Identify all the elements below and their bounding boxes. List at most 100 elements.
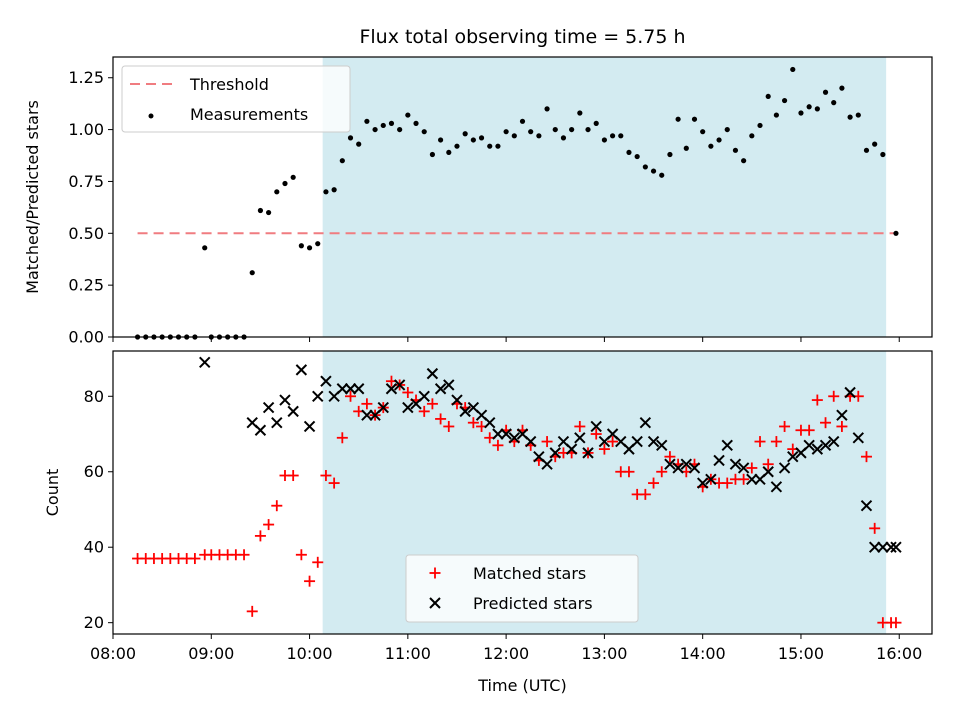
cross-b — [860, 499, 873, 512]
cross-b — [574, 432, 586, 444]
x-tick-label: 08:00 — [90, 644, 136, 663]
cross-b — [631, 435, 643, 448]
cross-b — [680, 458, 693, 470]
cross-b — [352, 383, 365, 395]
matched-star-point — [467, 417, 479, 429]
legend-plus — [429, 567, 441, 579]
cross-b — [500, 428, 512, 440]
matched-star-point — [345, 390, 357, 402]
y-tick-label: 0.25 — [68, 276, 104, 295]
bottom-legend: Matched stars Predicted stars — [405, 554, 639, 623]
measurement-point — [806, 104, 812, 110]
measurement-point — [356, 141, 362, 147]
cross-b — [729, 458, 742, 470]
y-tick-label: 1.00 — [68, 120, 104, 139]
matched-star-point — [435, 413, 447, 425]
matched-star-point — [664, 451, 676, 463]
predicted-star-point — [737, 462, 750, 474]
measurement-point — [626, 149, 632, 156]
predicted-star-point — [746, 473, 758, 486]
cross-b — [262, 401, 275, 414]
predicted-star-point — [844, 386, 856, 399]
y-tick-label: 0.00 — [68, 328, 104, 347]
predicted-star-point — [721, 439, 733, 452]
matched-star-point — [304, 575, 316, 587]
measurement-point — [634, 153, 640, 160]
top-shaded-span — [322, 57, 887, 337]
predicted-star-point — [361, 409, 373, 421]
cross-b — [770, 481, 783, 493]
predicted-star-point — [549, 447, 561, 459]
cross-b — [565, 443, 578, 455]
cross-b — [844, 386, 856, 399]
measurement-point — [339, 158, 345, 164]
measurement-point — [716, 137, 722, 143]
predicted-star-point — [320, 375, 332, 387]
predicted-star-point — [295, 364, 308, 376]
cross-b — [271, 416, 283, 429]
cross-b — [582, 447, 594, 459]
x-axis-label: Time (UTC) — [477, 676, 566, 695]
predicted-star-point — [656, 439, 668, 452]
matched-star-point — [746, 462, 758, 474]
matched-star-point — [328, 477, 340, 489]
cross-b — [639, 416, 652, 429]
matched-star-point — [803, 424, 815, 436]
predicted-star-point — [199, 356, 211, 369]
predicted-star-point — [524, 435, 537, 448]
x-tick-label: 09:00 — [188, 644, 234, 663]
matched-stars-points — [132, 375, 902, 629]
measurement-point — [323, 189, 329, 195]
measurement-point — [487, 143, 493, 149]
matched-star-point — [492, 439, 504, 451]
predicted-star-point — [778, 462, 791, 474]
measurement-point — [601, 137, 608, 143]
measurement-point — [202, 245, 208, 251]
cross-b — [885, 541, 897, 553]
measurement-point — [388, 120, 395, 126]
measurement-point — [847, 114, 853, 120]
bottom-panel: 20 40 60 80 08:00 09:00 10:00 11:00 12:00 13:00 1… — [43, 350, 933, 695]
predicted-star-point — [762, 466, 774, 478]
measurement-point — [855, 112, 861, 118]
matched-star-point — [189, 553, 201, 565]
cross-b — [516, 428, 529, 440]
measurement-point — [470, 137, 476, 143]
measurement-point — [552, 126, 558, 133]
matched-star-point — [836, 420, 848, 432]
predicted-star-point — [377, 401, 389, 414]
measurement-point — [462, 131, 468, 137]
predicted-star-point — [590, 420, 602, 433]
cross-b — [606, 428, 619, 440]
measurement-point — [274, 189, 280, 195]
cross-b — [451, 394, 463, 406]
predicted-star-point — [639, 416, 652, 429]
measurement-point — [249, 270, 255, 276]
measurement-point — [757, 122, 763, 129]
matched-star-point — [738, 473, 750, 485]
cross-b — [429, 597, 441, 609]
cross-b — [344, 383, 357, 395]
predicted-star-point — [287, 405, 299, 418]
measurement-point — [380, 122, 386, 129]
legend-measurements-label: Measurements — [190, 105, 308, 124]
cross-b — [254, 424, 267, 436]
measurement-point — [372, 126, 378, 133]
cross-b — [811, 443, 824, 455]
predicted-star-point — [443, 379, 455, 391]
cross-b — [746, 473, 758, 486]
predicted-star-point — [890, 541, 902, 553]
measurement-point — [593, 120, 599, 126]
matched-star-point — [418, 405, 430, 417]
measurement-point — [454, 143, 460, 149]
cross-b — [467, 401, 480, 414]
matched-star-point — [828, 390, 840, 402]
measurement-point — [544, 106, 550, 112]
measurement-point — [331, 187, 337, 193]
measurement-point — [781, 97, 788, 104]
predicted-star-point — [508, 432, 521, 444]
predicted-star-point — [352, 383, 365, 395]
measurement-point — [364, 118, 370, 124]
measurement-point — [315, 241, 321, 247]
predicted-star-point — [434, 383, 447, 395]
